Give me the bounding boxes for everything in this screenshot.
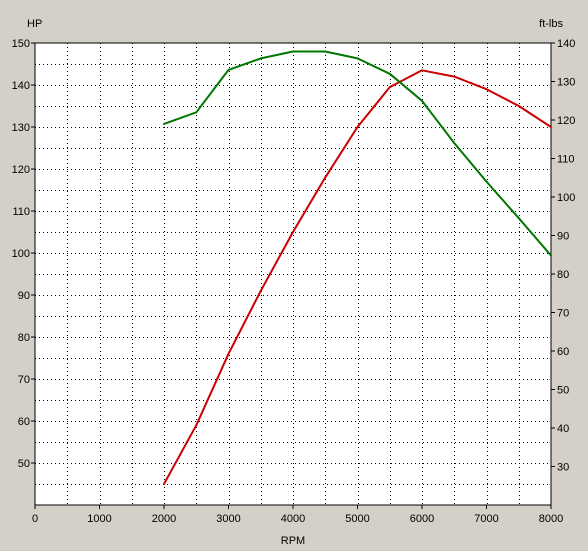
horsepower-point [518, 105, 520, 107]
y-right-tick-label: 100 [557, 192, 575, 204]
y-left-tick-label: 70 [18, 374, 30, 386]
y-left-tick-label: 120 [12, 164, 30, 176]
x-tick-label: 0 [32, 513, 38, 525]
y-left-tick-label: 80 [18, 332, 30, 344]
x-tick-label: 6000 [410, 513, 434, 525]
x-tick-label: 2000 [152, 513, 176, 525]
torque-point [518, 217, 520, 219]
horsepower-point [227, 353, 230, 355]
grid [35, 43, 551, 505]
y-left-tick-label: 150 [12, 38, 30, 50]
x-tick-label: 4000 [281, 513, 305, 525]
torque-point [260, 57, 262, 60]
torque-point [356, 57, 359, 60]
torque-point [453, 142, 456, 144]
torque-point [324, 50, 327, 53]
torque-point [227, 69, 230, 71]
y-left-tick-label: 110 [12, 206, 30, 218]
torque-point [421, 100, 423, 102]
x-tick-label: 7000 [474, 513, 498, 525]
x-axis-title: RPM [281, 535, 305, 547]
y-right-tick-label: 110 [557, 154, 575, 166]
x-tick-label: 5000 [345, 513, 369, 525]
torque-point [485, 180, 488, 183]
y-right-tick-label: 90 [557, 231, 569, 243]
y-left-tick-label: 130 [12, 122, 30, 134]
y-left-axis-title: HP [27, 18, 42, 30]
y-left-tick-label: 90 [18, 290, 30, 302]
y-left-tick-label: 140 [12, 80, 30, 92]
y-right-tick-label: 60 [557, 346, 569, 358]
y-right-tick-label: 40 [557, 423, 569, 435]
y-left-tick-label: 50 [18, 458, 30, 470]
y-right-tick-label: 30 [557, 462, 569, 474]
horsepower-point [421, 69, 423, 72]
y-right-tick-label: 70 [557, 308, 569, 320]
horsepower-point [292, 231, 294, 233]
y-right-tick-label: 120 [557, 115, 575, 127]
torque-point [195, 111, 198, 114]
x-tick-label: 8000 [539, 513, 563, 525]
y-left-tick-label: 60 [18, 416, 30, 428]
horsepower-point [550, 126, 552, 128]
horsepower-point [485, 88, 488, 90]
ticks-layer: 0 1000 2000 3000 4000 5000 6000 7000 8000 50 60 70 8… [12, 38, 576, 525]
y-right-tick-label: 50 [557, 385, 569, 397]
horsepower-point [324, 176, 327, 179]
series-layer [163, 50, 552, 485]
horsepower-point [195, 424, 198, 427]
x-tick-label: 3000 [216, 513, 240, 525]
x-tick-label: 1000 [87, 513, 111, 525]
horsepower-point [163, 483, 165, 485]
torque-point [292, 50, 294, 53]
y-right-tick-label: 140 [557, 38, 575, 50]
torque-point [550, 254, 552, 257]
horsepower-point [356, 126, 359, 128]
y-right-tick-label: 80 [557, 269, 569, 281]
horsepower-point [389, 86, 391, 88]
y-left-tick-label: 100 [12, 248, 30, 260]
y-right-axis-title: ft-lbs [539, 18, 563, 30]
torque-point [389, 73, 391, 75]
y-right-tick-label: 130 [557, 77, 575, 89]
horsepower-point [453, 75, 456, 78]
horsepower-point [260, 290, 262, 292]
torque-point [163, 123, 165, 125]
